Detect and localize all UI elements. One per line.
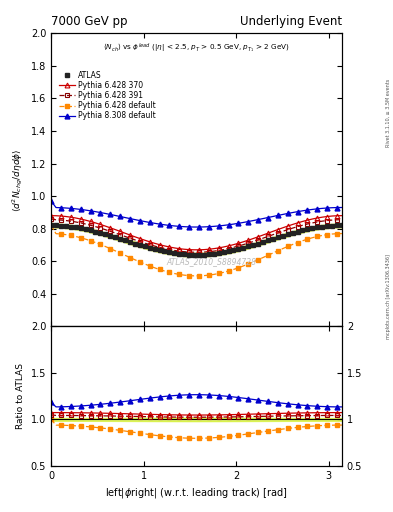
Text: Underlying Event: Underlying Event: [240, 15, 342, 28]
X-axis label: left|$\phi$right| (w.r.t. leading track) [rad]: left|$\phi$right| (w.r.t. leading track)…: [105, 486, 288, 500]
Text: $\langle N_{ch}\rangle$ vs $\phi^{lead}$ ($|\eta|$ < 2.5, $p_T$ > 0.5 GeV, $p_{T: $\langle N_{ch}\rangle$ vs $\phi^{lead}$…: [103, 42, 290, 55]
Legend: ATLAS, Pythia 6.428 370, Pythia 6.428 391, Pythia 6.428 default, Pythia 8.308 de: ATLAS, Pythia 6.428 370, Pythia 6.428 39…: [58, 69, 157, 122]
Text: 7000 GeV pp: 7000 GeV pp: [51, 15, 128, 28]
Y-axis label: Ratio to ATLAS: Ratio to ATLAS: [16, 363, 25, 429]
Y-axis label: $\langle d^2 N_{chg}/d\eta d\phi \rangle$: $\langle d^2 N_{chg}/d\eta d\phi \rangle…: [11, 148, 25, 211]
Text: Rivet 3.1.10, ≥ 3.5M events: Rivet 3.1.10, ≥ 3.5M events: [386, 78, 391, 147]
Text: mcplots.cern.ch [arXiv:1306.3436]: mcplots.cern.ch [arXiv:1306.3436]: [386, 254, 391, 339]
Text: ATLAS_2010_S8894728: ATLAS_2010_S8894728: [166, 258, 256, 266]
